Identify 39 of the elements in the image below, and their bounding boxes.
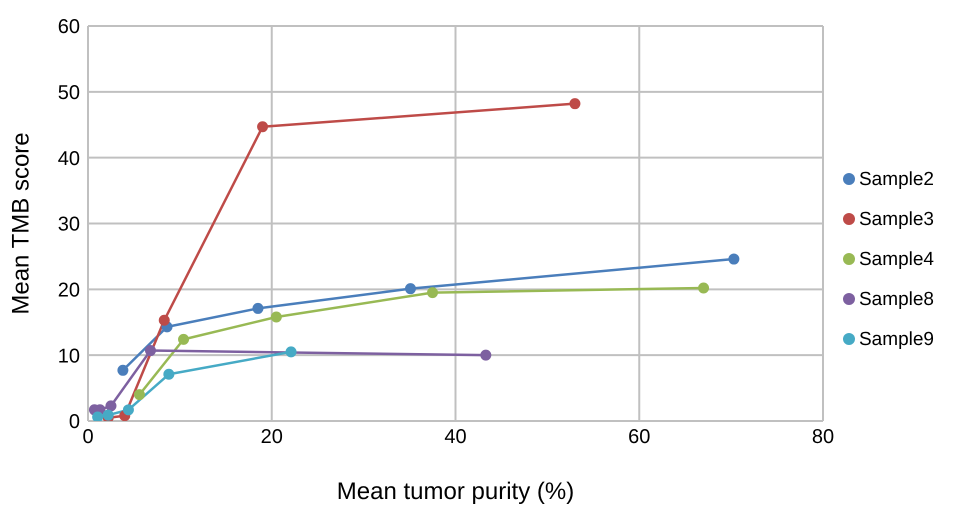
point (286, 346, 297, 358)
point (122, 404, 134, 416)
x-tick-label: 80 (812, 426, 834, 448)
y-tick-label: 60 (58, 16, 80, 38)
x-tick-label: 0 (82, 426, 94, 448)
legend-label: Sample3 (859, 208, 934, 230)
y-tick-label: 30 (58, 214, 80, 236)
y-tick-label: 10 (58, 345, 80, 368)
point (163, 368, 174, 380)
point (698, 282, 710, 294)
point (252, 302, 264, 314)
x-axis-title: Mean tumor purity (%) (336, 478, 574, 505)
point (728, 254, 740, 265)
point (134, 389, 145, 400)
point (480, 350, 492, 361)
y-axis-title: Mean TMB score (8, 132, 35, 315)
point (105, 400, 116, 412)
point (427, 287, 438, 298)
point (270, 311, 282, 322)
legend-label: Sample4 (859, 248, 934, 270)
point (257, 121, 268, 132)
y-tick-label: 50 (58, 82, 80, 104)
y-tick-label: 40 (58, 148, 80, 170)
point (117, 364, 128, 376)
point (102, 410, 114, 421)
point (569, 98, 580, 110)
point (158, 314, 170, 326)
point (178, 334, 190, 345)
x-tick-label: 40 (444, 426, 467, 448)
point (404, 283, 416, 294)
x-tick-label: 60 (628, 426, 650, 448)
x-tick-label: 20 (260, 426, 283, 448)
y-tick-label: 20 (58, 279, 80, 302)
legend-label: Sample9 (859, 328, 934, 350)
point (92, 412, 104, 421)
legend-label: Sample8 (859, 288, 934, 310)
y-tick-label: 0 (68, 411, 80, 434)
legend-label: Sample2 (859, 168, 934, 190)
point (144, 345, 156, 356)
